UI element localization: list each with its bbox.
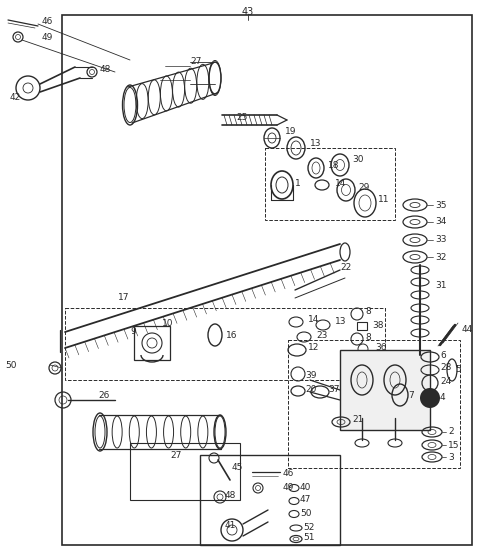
Text: 49: 49	[283, 483, 294, 492]
Bar	[357, 322, 367, 330]
Bar	[200, 455, 340, 545]
Text: 25: 25	[236, 113, 247, 123]
Text: 50: 50	[5, 360, 16, 369]
Circle shape	[420, 388, 440, 408]
Text: 31: 31	[435, 281, 446, 290]
Text: 34: 34	[435, 218, 446, 227]
Text: 3: 3	[448, 453, 454, 461]
Text: 8: 8	[365, 333, 371, 341]
Bar	[134, 326, 170, 360]
Text: 37: 37	[328, 386, 339, 395]
Text: 21: 21	[352, 416, 363, 425]
Text: 4: 4	[440, 393, 445, 402]
Text: 44: 44	[462, 325, 473, 334]
Text: 46: 46	[283, 469, 294, 478]
Text: 18: 18	[328, 161, 339, 170]
Text: 10: 10	[162, 319, 173, 328]
Text: 30: 30	[352, 156, 363, 165]
Text: 50: 50	[300, 508, 312, 517]
Text: 13: 13	[335, 318, 347, 326]
Text: 46: 46	[42, 17, 53, 26]
Text: 47: 47	[300, 496, 312, 504]
Bar	[65, 308, 385, 380]
Text: 51: 51	[303, 533, 314, 542]
Text: 16: 16	[226, 330, 238, 339]
Bar	[130, 443, 240, 500]
Text: 28: 28	[440, 363, 451, 373]
Text: 40: 40	[300, 483, 312, 492]
Text: 20: 20	[305, 386, 316, 395]
Text: 23: 23	[316, 330, 327, 339]
Text: 35: 35	[435, 200, 446, 209]
Text: 48: 48	[100, 65, 111, 75]
Text: 17: 17	[118, 294, 130, 302]
Text: 33: 33	[435, 235, 446, 244]
Text: 36: 36	[375, 344, 386, 353]
Text: 26: 26	[98, 391, 109, 400]
Text: 9: 9	[130, 328, 136, 336]
Bar	[265, 148, 395, 220]
Text: 19: 19	[285, 127, 297, 137]
Text: 22: 22	[340, 263, 351, 272]
Text: 6: 6	[440, 350, 446, 359]
Text: 48: 48	[225, 490, 236, 499]
Text: 29: 29	[358, 184, 370, 193]
Text: 2: 2	[448, 427, 454, 436]
Text: 1: 1	[295, 180, 301, 189]
Bar	[62, 15, 472, 545]
Text: 52: 52	[303, 522, 314, 532]
Text: 32: 32	[435, 253, 446, 262]
Text: 27: 27	[170, 450, 181, 459]
Text: 13: 13	[310, 138, 322, 147]
Text: 11: 11	[378, 195, 389, 204]
Text: 8: 8	[365, 307, 371, 316]
Text: 5: 5	[455, 365, 461, 374]
Text: 15: 15	[448, 440, 459, 450]
Text: 45: 45	[232, 464, 243, 473]
Text: 12: 12	[308, 344, 319, 353]
Text: 14: 14	[335, 179, 347, 187]
Text: 38: 38	[372, 320, 384, 330]
Bar	[288, 340, 460, 468]
Text: 41: 41	[225, 521, 236, 530]
Text: 42: 42	[10, 93, 21, 102]
Text: 7: 7	[408, 391, 414, 400]
Text: 27: 27	[190, 57, 202, 66]
Text: 14: 14	[308, 315, 319, 325]
Text: 24: 24	[440, 377, 451, 386]
Text: 49: 49	[42, 32, 53, 41]
Text: 43: 43	[242, 7, 254, 17]
Text: 39: 39	[305, 372, 316, 381]
Bar	[340, 350, 430, 430]
